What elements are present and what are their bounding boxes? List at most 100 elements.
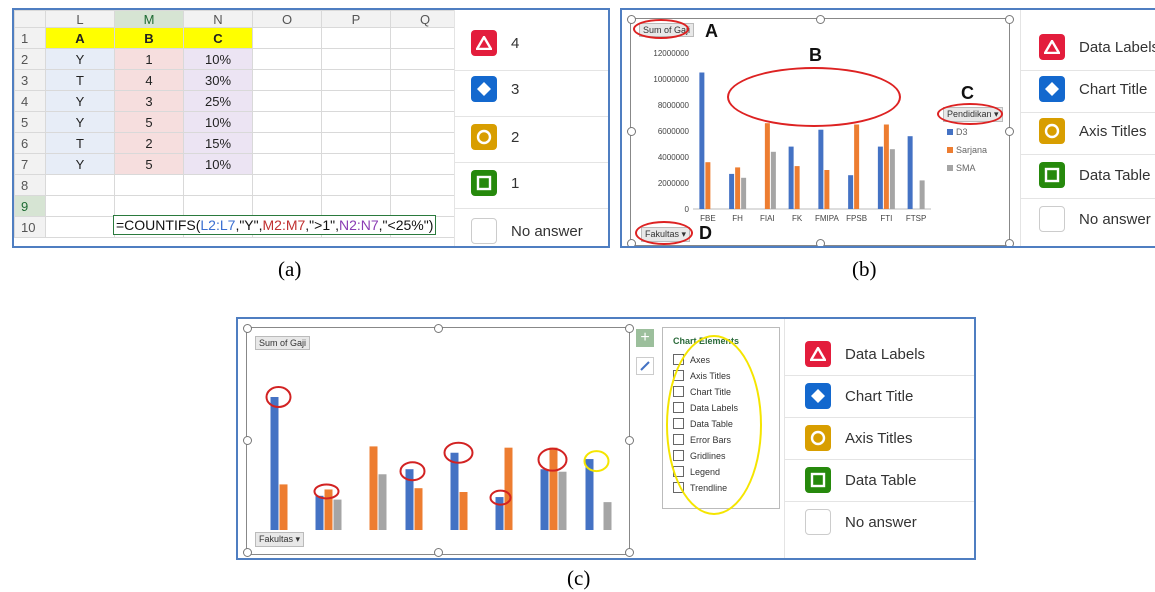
resize-handle[interactable]	[243, 324, 252, 333]
bar-fk-d3[interactable]	[788, 146, 794, 209]
bar-ftsp-sma[interactable]	[603, 502, 612, 530]
cell[interactable]	[252, 69, 322, 91]
cell[interactable]	[252, 132, 322, 154]
cell[interactable]	[321, 132, 391, 154]
cell[interactable]	[252, 153, 322, 175]
bar-fpsb-sarjana[interactable]	[854, 124, 860, 210]
cell[interactable]: 2	[114, 132, 184, 154]
cell[interactable]: B	[114, 27, 184, 49]
bar-fti-sarjana[interactable]	[883, 124, 889, 210]
bar-fiai-sarjana[interactable]	[764, 123, 770, 209]
resize-handle[interactable]	[243, 436, 252, 445]
resize-handle[interactable]	[1005, 127, 1014, 136]
bar-fiai-sma[interactable]	[770, 151, 776, 209]
cell[interactable]: A	[45, 27, 115, 49]
chart-elements-plus-button[interactable]: +	[636, 329, 654, 347]
resize-handle[interactable]	[627, 239, 636, 246]
bar-fpsb-d3[interactable]	[848, 175, 854, 209]
cell[interactable]	[45, 174, 115, 196]
cell[interactable]	[321, 48, 391, 70]
col-header-q[interactable]: Q	[390, 10, 460, 28]
option-diamond[interactable]: Chart Title	[805, 383, 913, 409]
bar-fh-sarjana[interactable]	[324, 489, 333, 530]
cell[interactable]	[114, 195, 184, 217]
col-header-p[interactable]: P	[321, 10, 391, 28]
cell[interactable]	[45, 216, 115, 238]
bar-fh-d3[interactable]	[729, 173, 735, 209]
cell[interactable]	[252, 195, 322, 217]
row-number[interactable]: 4	[14, 90, 46, 112]
option-circle[interactable]: 2	[471, 124, 519, 150]
row-number[interactable]: 9	[14, 195, 46, 217]
row-number[interactable]: 1	[14, 27, 46, 49]
cell[interactable]	[321, 27, 391, 49]
bar-fh-sma[interactable]	[333, 499, 342, 530]
cell[interactable]	[183, 195, 253, 217]
bar-fpsb-sarjana[interactable]	[504, 447, 513, 530]
cell[interactable]: Y	[45, 48, 115, 70]
cell[interactable]	[390, 90, 460, 112]
option-no-answer[interactable]: No answer	[1039, 206, 1151, 232]
chart-styles-brush-button[interactable]	[636, 357, 654, 375]
bar-ftsp-d3[interactable]	[907, 136, 913, 209]
option-triangle[interactable]: Data Labels	[805, 341, 925, 367]
cell[interactable]	[114, 174, 184, 196]
bar-fk-sarjana[interactable]	[794, 166, 800, 209]
bar-fiai-sma[interactable]	[378, 474, 387, 530]
cell[interactable]	[390, 195, 460, 217]
bar-fmipa-d3[interactable]	[450, 452, 459, 530]
bar-ftsp-d3[interactable]	[585, 459, 594, 530]
value-field-button[interactable]: Sum of Gaji	[255, 336, 311, 350]
resize-handle[interactable]	[816, 15, 825, 24]
resize-handle[interactable]	[243, 548, 252, 557]
cell[interactable]: 5	[114, 153, 184, 175]
bar-fmipa-d3[interactable]	[818, 129, 824, 209]
row-number[interactable]: 2	[14, 48, 46, 70]
cell[interactable]	[390, 48, 460, 70]
cell[interactable]: T	[45, 69, 115, 91]
option-diamond[interactable]: Chart Title	[1039, 76, 1147, 102]
cell[interactable]: 25%	[183, 90, 253, 112]
cell[interactable]: Y	[45, 111, 115, 133]
option-circle[interactable]: Axis Titles	[805, 425, 913, 451]
bar-fpsb-d3[interactable]	[495, 497, 504, 530]
bar-fti-sarjana[interactable]	[549, 447, 558, 530]
bar-fh-d3[interactable]	[315, 495, 324, 530]
cell[interactable]	[321, 153, 391, 175]
option-triangle[interactable]: 4	[471, 30, 519, 56]
col-header-n[interactable]: N	[183, 10, 253, 28]
cell[interactable]: 30%	[183, 69, 253, 91]
cell[interactable]	[321, 69, 391, 91]
resize-handle[interactable]	[625, 548, 634, 557]
cell[interactable]	[390, 111, 460, 133]
cell[interactable]	[252, 48, 322, 70]
bar-fti-sma[interactable]	[558, 471, 567, 530]
cell[interactable]	[321, 195, 391, 217]
resize-handle[interactable]	[627, 127, 636, 136]
row-number[interactable]: 8	[14, 174, 46, 196]
option-no-answer[interactable]: No answer	[471, 218, 583, 244]
cell[interactable]	[390, 174, 460, 196]
cell[interactable]: Y	[45, 90, 115, 112]
cell[interactable]: 10%	[183, 48, 253, 70]
bar-fk-d3[interactable]	[405, 469, 414, 530]
corner-cell[interactable]	[14, 10, 46, 28]
resize-handle[interactable]	[1005, 239, 1014, 246]
cell[interactable]: 3	[114, 90, 184, 112]
resize-handle[interactable]	[1005, 15, 1014, 24]
option-square[interactable]: 1	[471, 170, 519, 196]
cell[interactable]: Y	[45, 153, 115, 175]
col-header-o[interactable]: O	[252, 10, 322, 28]
col-header-l[interactable]: L	[45, 10, 115, 28]
bar-fbe-d3[interactable]	[270, 397, 279, 530]
row-number[interactable]: 7	[14, 153, 46, 175]
chart-area-c[interactable]: Sum of Gaji Fakultas ▾	[243, 324, 634, 557]
row-number[interactable]: 6	[14, 132, 46, 154]
resize-handle[interactable]	[625, 324, 634, 333]
cell[interactable]	[252, 174, 322, 196]
row-number[interactable]: 5	[14, 111, 46, 133]
cell[interactable]	[252, 27, 322, 49]
bar-ftsp-sma[interactable]	[919, 180, 925, 209]
bar-fh-sarjana[interactable]	[735, 167, 741, 209]
option-square[interactable]: Data Table	[1039, 162, 1150, 188]
